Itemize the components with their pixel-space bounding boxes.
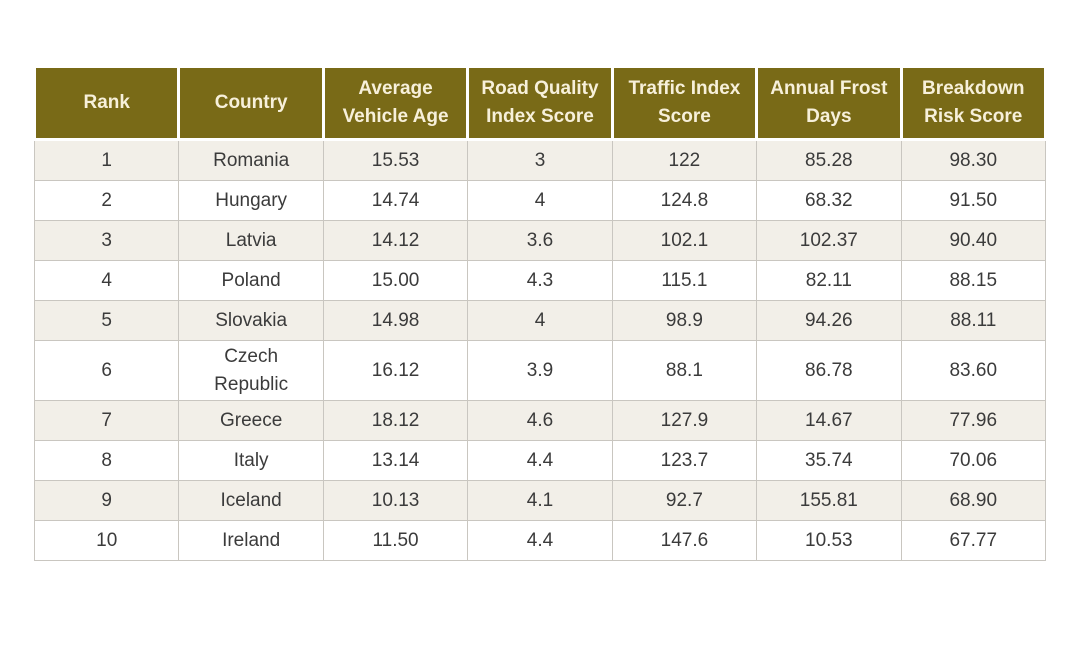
table-cell-annual_frost_days: 10.53 [756, 520, 902, 562]
table-cell-avg_vehicle_age: 14.12 [322, 220, 469, 261]
table-cell-breakdown_risk_score: 88.15 [900, 260, 1047, 301]
table-cell-country: Slovakia [178, 300, 324, 341]
table-cell-breakdown_risk_score: 83.60 [900, 339, 1047, 402]
table-cell-rank: 4 [33, 260, 180, 301]
table-cell-road_quality_index_score: 4.6 [467, 400, 613, 442]
table-cell-annual_frost_days: 68.32 [756, 180, 902, 221]
table-cell-country: Ireland [178, 520, 324, 562]
table-cell-breakdown_risk_score: 70.06 [900, 440, 1047, 482]
table-cell-traffic_index_score: 124.8 [611, 180, 758, 221]
table-cell-road_quality_index_score: 4.1 [467, 480, 613, 522]
table-cell-traffic_index_score: 88.1 [611, 339, 758, 402]
table-row: 6 Czech Republic 16.12 3.9 88.1 86.78 83.60 [33, 339, 1047, 402]
column-header-road_quality_index_score: Road Quality Index Score [466, 65, 614, 141]
table-cell-avg_vehicle_age: 16.12 [322, 339, 469, 402]
table-cell-annual_frost_days: 94.26 [756, 300, 902, 341]
table-cell-rank: 1 [33, 139, 180, 181]
table-cell-country: Czech Republic [178, 339, 324, 402]
table-cell-traffic_index_score: 127.9 [611, 400, 758, 442]
column-header-rank: Rank [32, 65, 181, 141]
table-cell-rank: 3 [33, 220, 180, 261]
table-cell-road_quality_index_score: 4.3 [467, 260, 613, 301]
table-cell-rank: 6 [33, 339, 180, 402]
column-header-breakdown_risk_score: Breakdown Risk Score [899, 65, 1048, 141]
country-breakdown-risk-table-container: Rank Country Average Vehicle Age Road Quali… [32, 65, 1048, 562]
table-cell-road_quality_index_score: 4 [467, 300, 613, 341]
table-cell-rank: 5 [33, 300, 180, 341]
table-cell-rank: 7 [33, 400, 180, 442]
country-breakdown-risk-table: Rank Country Average Vehicle Age Road Quali… [32, 65, 1048, 562]
table-row: 5 Slovakia 14.98 4 98.9 94.26 88.11 [33, 300, 1047, 341]
table-cell-road_quality_index_score: 3.9 [467, 339, 613, 402]
table-row: 1 Romania 15.53 3 122 85.28 98.30 [33, 139, 1047, 181]
table-row: 4 Poland 15.00 4.3 115.1 82.11 88.15 [33, 260, 1047, 301]
table-cell-avg_vehicle_age: 15.53 [322, 139, 469, 181]
table-cell-country: Poland [178, 260, 324, 301]
table-cell-country: Italy [178, 440, 324, 482]
table-cell-annual_frost_days: 86.78 [756, 339, 902, 402]
table-cell-breakdown_risk_score: 90.40 [900, 220, 1047, 261]
table-header: Rank Country Average Vehicle Age Road Quali… [32, 65, 1048, 141]
table-cell-avg_vehicle_age: 14.74 [322, 180, 469, 221]
table-cell-road_quality_index_score: 4.4 [467, 520, 613, 562]
table-cell-annual_frost_days: 85.28 [756, 139, 902, 181]
table-cell-breakdown_risk_score: 68.90 [900, 480, 1047, 522]
table-cell-country: Romania [178, 139, 324, 181]
table-cell-breakdown_risk_score: 67.77 [900, 520, 1047, 562]
table-cell-traffic_index_score: 115.1 [611, 260, 758, 301]
table-cell-rank: 10 [33, 520, 180, 562]
table-cell-avg_vehicle_age: 10.13 [322, 480, 469, 522]
table-cell-annual_frost_days: 14.67 [756, 400, 902, 442]
column-header-country: Country [177, 65, 325, 141]
table-cell-rank: 8 [33, 440, 180, 482]
table-cell-rank: 9 [33, 480, 180, 522]
table-cell-traffic_index_score: 123.7 [611, 440, 758, 482]
table-cell-road_quality_index_score: 4 [467, 180, 613, 221]
table-cell-annual_frost_days: 155.81 [756, 480, 902, 522]
table-cell-traffic_index_score: 122 [611, 139, 758, 181]
table-cell-annual_frost_days: 82.11 [756, 260, 902, 301]
table-cell-breakdown_risk_score: 88.11 [900, 300, 1047, 341]
table-cell-road_quality_index_score: 3.6 [467, 220, 613, 261]
column-header-avg_vehicle_age: Average Vehicle Age [321, 65, 470, 141]
table-cell-country: Latvia [178, 220, 324, 261]
table-row: 10 Ireland 11.50 4.4 147.6 10.53 67.77 [33, 520, 1047, 562]
table-cell-traffic_index_score: 102.1 [611, 220, 758, 261]
table-cell-avg_vehicle_age: 14.98 [322, 300, 469, 341]
table-header-row: Rank Country Average Vehicle Age Road Quali… [32, 65, 1048, 141]
table-row: 7 Greece 18.12 4.6 127.9 14.67 77.96 [33, 400, 1047, 442]
table-cell-country: Greece [178, 400, 324, 442]
table-cell-avg_vehicle_age: 15.00 [322, 260, 469, 301]
column-header-traffic_index_score: Traffic Index Score [610, 65, 759, 141]
table-row: 3 Latvia 14.12 3.6 102.1 102.37 90.40 [33, 220, 1047, 261]
table-cell-avg_vehicle_age: 18.12 [322, 400, 469, 442]
table-cell-traffic_index_score: 147.6 [611, 520, 758, 562]
table-row: 8 Italy 13.14 4.4 123.7 35.74 70.06 [33, 440, 1047, 482]
table-cell-country: Iceland [178, 480, 324, 522]
table-cell-road_quality_index_score: 4.4 [467, 440, 613, 482]
table-cell-annual_frost_days: 35.74 [756, 440, 902, 482]
table-cell-traffic_index_score: 98.9 [611, 300, 758, 341]
column-header-annual_frost_days: Annual Frost Days [755, 65, 903, 141]
table-row: 2 Hungary 14.74 4 124.8 68.32 91.50 [33, 180, 1047, 221]
table-cell-traffic_index_score: 92.7 [611, 480, 758, 522]
table-cell-breakdown_risk_score: 98.30 [900, 139, 1047, 181]
table-cell-avg_vehicle_age: 11.50 [322, 520, 469, 562]
table-body: 1 Romania 15.53 3 122 85.28 98.30 2 Hungary 14.74… [33, 139, 1047, 562]
table-cell-avg_vehicle_age: 13.14 [322, 440, 469, 482]
table-cell-country: Hungary [178, 180, 324, 221]
table-cell-rank: 2 [33, 180, 180, 221]
table-cell-breakdown_risk_score: 91.50 [900, 180, 1047, 221]
table-cell-annual_frost_days: 102.37 [756, 220, 902, 261]
table-cell-breakdown_risk_score: 77.96 [900, 400, 1047, 442]
table-row: 9 Iceland 10.13 4.1 92.7 155.81 68.90 [33, 480, 1047, 522]
table-cell-road_quality_index_score: 3 [467, 139, 613, 181]
